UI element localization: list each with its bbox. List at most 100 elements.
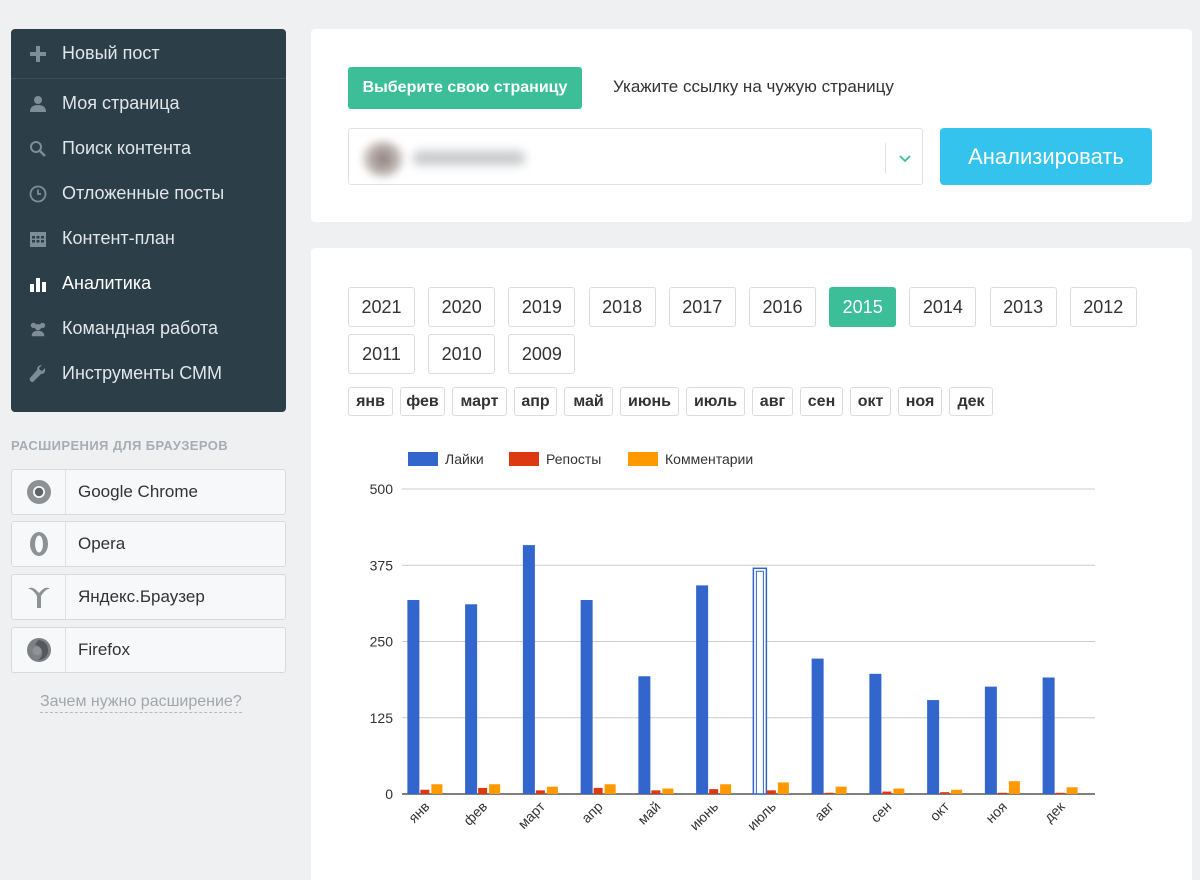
- month-button[interactable]: ноя: [898, 387, 942, 416]
- sidebar-item-clock[interactable]: Отложенные посты: [11, 171, 286, 216]
- analyze-button[interactable]: Анализировать: [940, 128, 1152, 185]
- bar-Репосты: [882, 791, 892, 794]
- page-name-blurred: [413, 151, 525, 165]
- month-button[interactable]: июль: [686, 387, 745, 416]
- legend-swatch: [628, 452, 658, 466]
- sidebar-item-wrench[interactable]: Инструменты СММ: [11, 351, 286, 396]
- extension-label: Яндекс.Браузер: [78, 587, 205, 606]
- year-button-2013[interactable]: 2013: [989, 287, 1057, 327]
- sidebar-item-plus[interactable]: Новый пост: [11, 29, 286, 79]
- sidebar-item-label: Отложенные посты: [62, 183, 225, 203]
- sidebar-item-label: Новый пост: [62, 43, 160, 63]
- choose-own-page-button[interactable]: Выберите свою страницу: [348, 67, 582, 109]
- sidebar-nav: Новый пост Моя страница Поиск контента Отло…: [11, 29, 286, 412]
- sidebar-item-search[interactable]: Поиск контента: [11, 126, 286, 171]
- bar-Репосты: [997, 792, 1007, 794]
- sidebar-item-label: Поиск контента: [62, 138, 191, 158]
- bar-Комментарии: [720, 784, 732, 794]
- x-tick-label: дек: [1041, 798, 1069, 826]
- bar-chart-icon: [29, 275, 47, 293]
- bar-Комментарии: [604, 784, 616, 794]
- chevron-down-icon[interactable]: [895, 148, 915, 168]
- bar-Комментарии: [893, 788, 905, 794]
- bar-Комментарии: [1008, 781, 1020, 794]
- sidebar-item-user[interactable]: Моя страница: [11, 81, 286, 126]
- year-button-2020[interactable]: 2020: [428, 287, 496, 327]
- page-avatar: [363, 141, 403, 177]
- extension-yandex-browser[interactable]: Яндекс.Браузер: [11, 574, 286, 620]
- extension-label: Firefox: [78, 640, 130, 659]
- month-button[interactable]: март: [452, 387, 507, 416]
- extension-firefox[interactable]: Firefox: [11, 627, 286, 673]
- extension-opera[interactable]: Opera: [11, 521, 286, 567]
- month-button[interactable]: дек: [949, 387, 993, 416]
- x-tick-label: май: [634, 798, 663, 827]
- x-tick-label: ноя: [982, 798, 1010, 826]
- year-button-2015[interactable]: 2015: [829, 287, 897, 327]
- bar-Репосты: [593, 787, 603, 794]
- why-extension-link[interactable]: Зачем нужно расширение?: [40, 693, 242, 713]
- page-select-card: Выберите свою страницу Укажите ссылку на…: [311, 29, 1192, 222]
- year-button-2009[interactable]: 2009: [508, 334, 576, 374]
- search-icon: [29, 140, 47, 158]
- sidebar-item-label: Инструменты СММ: [62, 363, 223, 383]
- plus-icon: [29, 45, 47, 63]
- y-tick-label: 500: [370, 481, 394, 497]
- month-button[interactable]: май: [564, 387, 613, 416]
- bar-Репосты: [824, 792, 834, 794]
- year-button-2012[interactable]: 2012: [1069, 287, 1137, 327]
- month-button[interactable]: янв: [348, 387, 393, 416]
- clock-icon: [29, 185, 47, 203]
- bar-Лайки: [1042, 677, 1055, 794]
- month-button[interactable]: июнь: [620, 387, 679, 416]
- bar-Комментарии: [777, 782, 789, 794]
- bar-Репосты: [766, 790, 776, 794]
- y-tick-label: 125: [370, 710, 394, 726]
- x-tick-label: авг: [811, 798, 837, 824]
- year-button-2014[interactable]: 2014: [909, 287, 977, 327]
- year-button-2010[interactable]: 2010: [428, 334, 496, 374]
- extension-label: Opera: [78, 534, 126, 553]
- legend-label: Лайки: [445, 451, 484, 467]
- sidebar-item-label: Моя страница: [62, 93, 180, 113]
- year-button-2011[interactable]: 2011: [348, 334, 415, 374]
- bar-Лайки: [984, 686, 997, 794]
- year-button-2021[interactable]: 2021: [348, 287, 415, 327]
- month-button[interactable]: апр: [514, 387, 557, 416]
- year-button-2017[interactable]: 2017: [668, 287, 736, 327]
- legend-swatch: [408, 452, 438, 466]
- month-button[interactable]: фев: [400, 387, 445, 416]
- bar-Лайки: [696, 585, 709, 794]
- sidebar-item-users[interactable]: Командная работа: [11, 306, 286, 351]
- bar-Комментарии: [662, 788, 674, 794]
- chrome-icon: [12, 470, 66, 514]
- calendar-icon: [29, 230, 47, 248]
- extension-label: Google Chrome: [78, 482, 199, 501]
- analytics-chart: 0 125 250 375 500 Лайки Репосты Комментарии янв ф…: [370, 451, 1095, 833]
- bar-Лайки: [638, 676, 651, 794]
- bar-highlight-inner: [755, 570, 764, 795]
- legend-label: Репосты: [546, 451, 601, 467]
- bar-Комментарии: [1066, 787, 1078, 794]
- year-button-2016[interactable]: 2016: [749, 287, 816, 327]
- bar-Репосты: [478, 787, 488, 794]
- x-tick-label: сен: [867, 798, 894, 825]
- year-button-2019[interactable]: 2019: [508, 287, 576, 327]
- bar-Лайки: [869, 673, 882, 794]
- bar-Лайки: [811, 658, 824, 794]
- extension-chrome[interactable]: Google Chrome: [11, 469, 286, 515]
- month-button[interactable]: окт: [850, 387, 891, 416]
- month-button[interactable]: сен: [800, 387, 843, 416]
- page-select[interactable]: [348, 128, 923, 185]
- y-tick-label: 375: [370, 557, 394, 573]
- bar-Репосты: [535, 790, 545, 794]
- y-tick-label: 250: [370, 634, 394, 650]
- x-tick-label: янв: [405, 798, 432, 825]
- month-button[interactable]: авг: [752, 387, 793, 416]
- legend-swatch: [509, 452, 539, 466]
- sidebar-item-calendar[interactable]: Контент-план: [11, 216, 286, 261]
- sidebar-item-bar-chart[interactable]: Аналитика: [11, 261, 286, 306]
- year-button-2018[interactable]: 2018: [588, 287, 656, 327]
- other-page-link[interactable]: Укажите ссылку на чужую страницу: [613, 77, 894, 96]
- bar-Лайки: [580, 600, 593, 794]
